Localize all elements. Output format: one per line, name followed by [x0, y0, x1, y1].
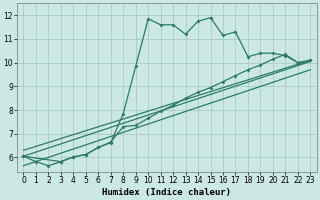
X-axis label: Humidex (Indice chaleur): Humidex (Indice chaleur): [102, 188, 231, 197]
